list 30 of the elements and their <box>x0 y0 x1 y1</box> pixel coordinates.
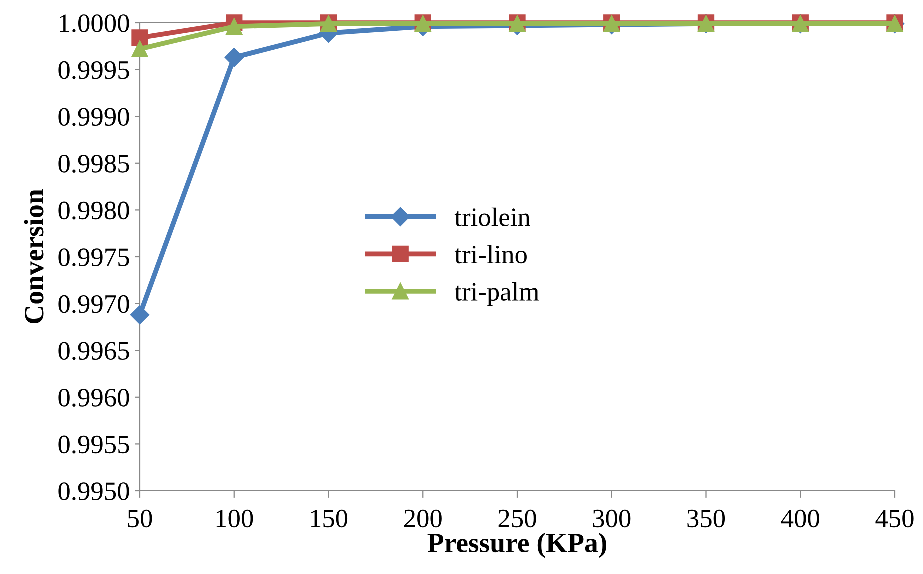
point <box>226 18 243 36</box>
point <box>132 40 148 58</box>
x-tick-label: 100 <box>216 510 254 528</box>
x-tick-label: 300 <box>593 510 631 528</box>
y-tick-label: 0.9955 <box>58 436 130 454</box>
point <box>130 306 150 325</box>
y-tick-label: 0.9970 <box>58 295 130 314</box>
point <box>224 48 244 68</box>
x-tick-label: 250 <box>498 510 536 528</box>
x-tick-label: 50 <box>128 510 152 528</box>
y-tick-label: 1.0000 <box>60 14 130 33</box>
legend-label: tri-palm <box>454 282 540 306</box>
x-tick-label: 150 <box>311 510 348 528</box>
y-tick-label: 0.9990 <box>58 108 130 126</box>
x-tick-label: 200 <box>404 510 442 528</box>
legend-label: tri-lino <box>454 245 527 264</box>
x-axis-title: Pressure (KPa) <box>428 532 606 558</box>
x-tick-label: 350 <box>688 510 726 528</box>
y-tick-label: 0.9965 <box>58 342 130 360</box>
y-tick-label: 0.9980 <box>58 202 130 220</box>
y-axis-title: Conversion <box>24 190 44 324</box>
x-tick-label: 450 <box>876 510 914 528</box>
y-tick-label: 0.9975 <box>58 248 130 267</box>
legend-label: triolein <box>454 208 530 226</box>
y-tick-label: 0.9995 <box>58 61 130 80</box>
y-tick-label: 0.9960 <box>58 389 130 407</box>
y-tick-label: 0.9985 <box>58 155 130 173</box>
y-tick-label: 0.9950 <box>58 482 130 501</box>
x-tick-label: 400 <box>781 510 820 528</box>
point <box>132 30 148 46</box>
